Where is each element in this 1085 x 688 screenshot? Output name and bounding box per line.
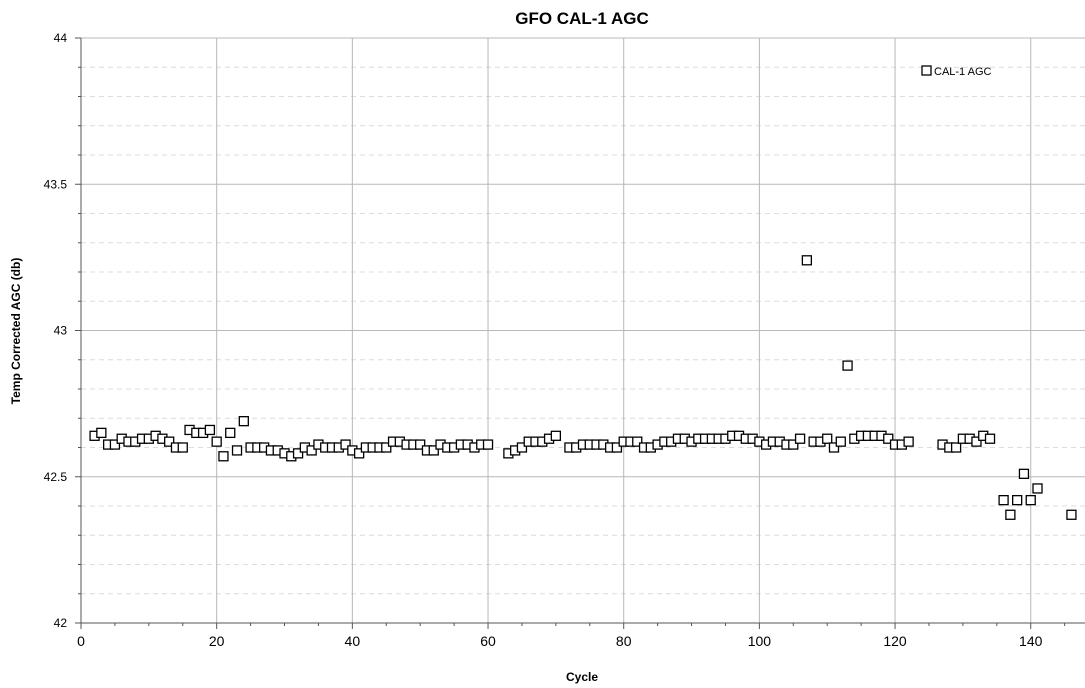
y-tick-label: 42.5 <box>44 470 68 484</box>
y-axis-ticks: 42 42.5 43 43.5 44 <box>44 31 81 630</box>
data-point <box>211 436 222 447</box>
x-tick-label: 0 <box>77 633 85 649</box>
x-tick-label: 80 <box>616 633 632 649</box>
data-point <box>903 436 914 447</box>
data-point <box>822 433 833 444</box>
data-point <box>984 433 996 444</box>
data-point <box>950 442 962 453</box>
x-axis-ticks: 0 20 40 60 80 100 120 140 <box>77 623 1066 649</box>
data-point <box>231 445 243 456</box>
data-point <box>306 445 317 456</box>
y-tick-label: 42 <box>54 616 68 630</box>
data-point <box>801 255 813 266</box>
chart-title: GFO CAL-1 AGC <box>515 9 648 28</box>
data-point <box>340 439 351 450</box>
data-point <box>1012 494 1023 506</box>
y-tick-label: 43 <box>54 324 68 338</box>
data-point <box>883 433 894 444</box>
data-point <box>292 448 304 459</box>
data-point <box>788 439 799 450</box>
data-point <box>550 430 562 441</box>
x-tick-label: 100 <box>748 633 772 649</box>
data-point <box>109 439 121 450</box>
data-point <box>516 442 528 453</box>
x-tick-label: 40 <box>345 633 361 649</box>
data-point <box>632 436 643 447</box>
data-point <box>998 494 1009 506</box>
data-point <box>238 416 249 427</box>
x-tick-label: 20 <box>209 633 225 649</box>
x-tick-label: 140 <box>1019 633 1043 649</box>
data-point <box>794 433 806 444</box>
data-point <box>1032 483 1043 494</box>
x-tick-label: 60 <box>480 633 496 649</box>
legend-label-cal-1-agc: CAL-1 AGC <box>934 66 992 78</box>
data-point <box>204 424 216 436</box>
legend: CAL-1 AGC <box>921 65 992 78</box>
data-point <box>218 451 229 462</box>
data-points <box>89 255 1077 520</box>
major-gridlines <box>81 37 1085 624</box>
data-point <box>842 360 853 371</box>
data-point <box>1066 509 1077 520</box>
x-axis-label: Cycle <box>566 670 598 684</box>
data-point <box>828 442 840 453</box>
legend-marker-cal-1-agc <box>921 65 932 76</box>
data-point <box>428 445 439 456</box>
data-point <box>415 439 426 450</box>
y-axis-label: Temp Corrected AGC (db) <box>9 258 23 405</box>
data-point <box>177 442 188 453</box>
data-point <box>971 436 982 447</box>
y-tick-label: 43.5 <box>44 177 68 191</box>
data-point <box>225 427 236 439</box>
data-point <box>353 448 365 459</box>
data-point <box>1025 494 1036 506</box>
data-point <box>835 436 846 447</box>
data-point <box>1005 509 1016 520</box>
data-point <box>96 427 107 439</box>
data-point <box>611 442 623 453</box>
data-point <box>1018 468 1030 479</box>
y-tick-label: 44 <box>54 31 68 45</box>
data-point <box>482 439 494 450</box>
x-tick-label: 120 <box>883 633 907 649</box>
data-point <box>164 436 175 447</box>
data-point <box>381 442 392 453</box>
